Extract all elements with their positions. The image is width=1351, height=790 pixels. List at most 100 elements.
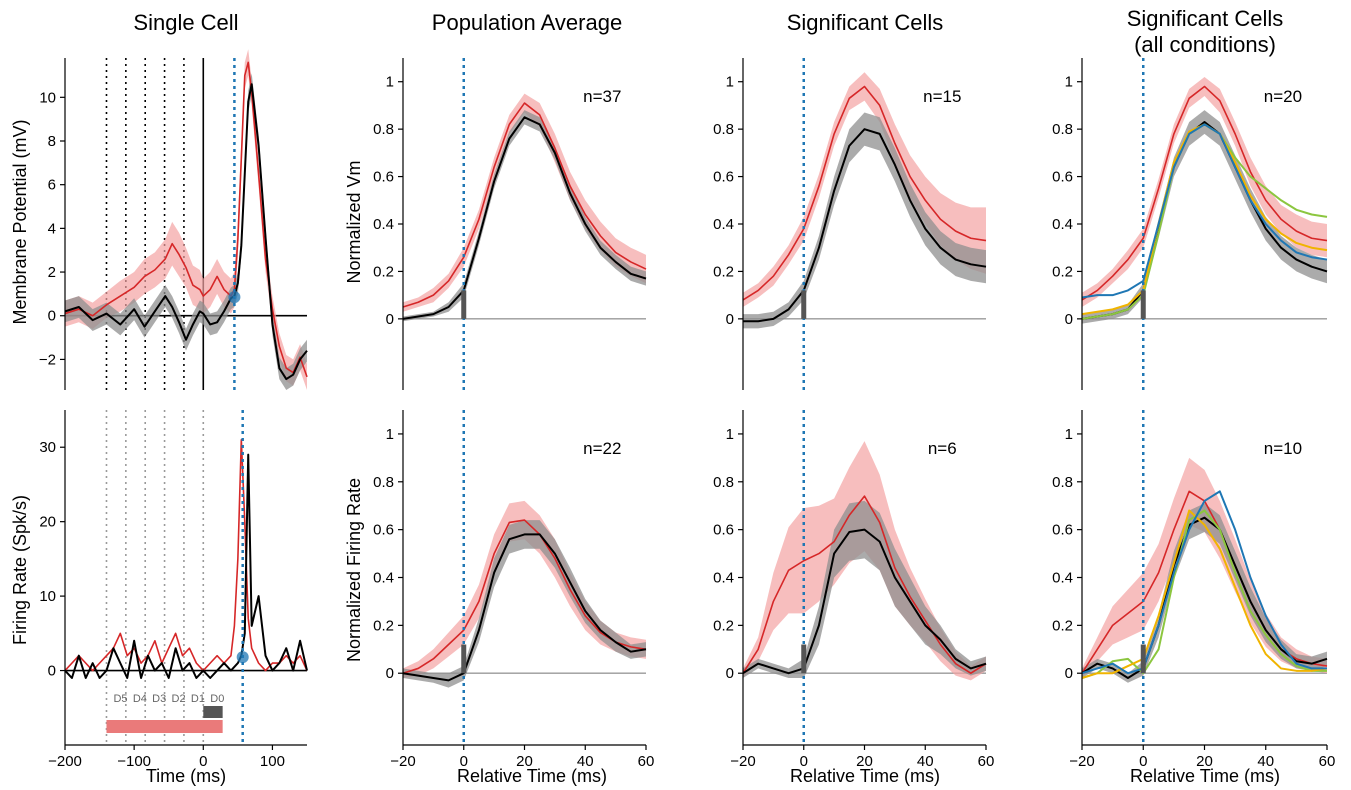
y-tick-label: 0.2 — [1052, 263, 1073, 280]
stimulus-bar-red — [106, 720, 223, 733]
x-tick-label: −100 — [117, 753, 151, 770]
band-black — [65, 73, 307, 390]
series-blue_line — [1081, 123, 1328, 299]
y-tick-label: 0.4 — [713, 570, 734, 587]
series-red — [742, 495, 987, 675]
title-all-conditions: (all conditions) — [1134, 32, 1276, 57]
series-blue_line — [1081, 490, 1327, 675]
y-tick-label: 0.8 — [1052, 121, 1073, 138]
band-red — [403, 93, 646, 312]
n-label: n=6 — [928, 439, 957, 458]
y-tick-label: 0.8 — [713, 121, 734, 138]
delay-label-d0: D0 — [210, 693, 224, 705]
ylabel-membrane: Membrane Potential (mV) — [10, 119, 30, 324]
y-tick-label: 0.8 — [373, 121, 394, 138]
x-tick-label: 0 — [460, 753, 468, 770]
panel-sig_fr: 0 0.2 0.4 0.6 0.8 1 −20 0 20 40 60 n=6 — [713, 410, 994, 770]
stimulus-bar-gray — [203, 706, 223, 718]
y-tick-label: 4 — [48, 220, 56, 237]
series-red — [402, 519, 647, 674]
series-black — [402, 533, 647, 682]
y-tick-label: 1 — [386, 426, 394, 443]
onset-tick — [1140, 290, 1146, 319]
y-tick-label: 0.6 — [1052, 522, 1073, 539]
panel-pop_vm: 0 0.2 0.4 0.6 0.8 1 n=37 — [373, 58, 647, 390]
title-significant-cells: Significant Cells — [787, 10, 944, 35]
band-red — [65, 49, 307, 391]
series-yellow — [1081, 509, 1328, 679]
x-tick-label: −20 — [730, 753, 755, 770]
title-significant-cells-all: Significant Cells — [1127, 6, 1284, 31]
panel-sig_vm: 0 0.2 0.4 0.6 0.8 1 n=15 — [713, 58, 987, 390]
y-tick-label: 0.6 — [373, 522, 394, 539]
x-tick-label: 20 — [516, 753, 533, 770]
xlabel-time: Time (ms) — [146, 766, 226, 786]
delay-label-d3: D3 — [152, 693, 166, 705]
ylabel-norm-fr: Normalized Firing Rate — [344, 478, 364, 662]
series-red — [64, 438, 308, 672]
y-tick-label: 0 — [726, 311, 734, 328]
y-tick-label: 1 — [726, 74, 734, 91]
y-tick-label: 1 — [1065, 74, 1073, 91]
x-tick-label: 20 — [1196, 753, 1213, 770]
series-red — [1081, 85, 1328, 301]
y-tick-label: 1 — [1065, 426, 1073, 443]
y-tick-label: 0.6 — [373, 169, 394, 186]
x-tick-label: −20 — [1069, 753, 1094, 770]
y-tick-label: 0.6 — [713, 522, 734, 539]
y-tick-label: 1 — [386, 74, 394, 91]
y-tick-label: −2 — [39, 351, 56, 368]
y-tick-label: 10 — [39, 89, 56, 106]
y-tick-label: 0 — [386, 665, 394, 682]
y-tick-label: 0.4 — [713, 216, 734, 233]
title-single-cell: Single Cell — [133, 10, 238, 35]
x-tick-label: 20 — [856, 753, 873, 770]
x-tick-label: 40 — [1257, 753, 1274, 770]
series-black — [743, 128, 987, 323]
n-label: n=10 — [1264, 439, 1302, 458]
y-tick-label: 0.6 — [1052, 169, 1073, 186]
y-tick-label: 20 — [39, 514, 56, 531]
y-tick-label: 0 — [1065, 665, 1073, 682]
x-tick-label: 60 — [1319, 753, 1336, 770]
onset-tick — [801, 290, 807, 319]
series-black — [742, 528, 987, 675]
x-tick-label: −20 — [390, 753, 415, 770]
x-tick-label: −200 — [48, 753, 82, 770]
y-tick-label: 0.4 — [373, 570, 394, 587]
y-tick-label: 30 — [39, 439, 56, 456]
onset-marker-dot — [228, 291, 241, 304]
y-tick-label: 0.2 — [713, 617, 734, 634]
series-red — [742, 85, 987, 301]
y-tick-label: 0.6 — [713, 169, 734, 186]
series-black — [64, 83, 308, 381]
delay-label-d5: D5 — [113, 693, 127, 705]
panel-single_fr: 0 10 20 30 −200 −100 0 100 D5 D4 D3 D2 D1 D0 — [39, 410, 308, 770]
onset-tick — [1140, 644, 1146, 674]
y-tick-label: 0.2 — [373, 617, 394, 634]
y-tick-label: 0 — [48, 308, 56, 325]
x-tick-label: 60 — [638, 753, 655, 770]
panel-all_vm: 0 0.2 0.4 0.6 0.8 1 n=20 — [1052, 58, 1328, 390]
y-tick-label: 0 — [386, 311, 394, 328]
n-label: n=37 — [583, 87, 621, 106]
y-tick-label: 0.4 — [1052, 570, 1073, 587]
y-tick-label: 0.2 — [373, 263, 394, 280]
x-tick-label: 40 — [577, 753, 594, 770]
y-tick-label: 10 — [39, 588, 56, 605]
band-black — [743, 500, 986, 678]
x-tick-label: 0 — [1139, 753, 1147, 770]
panel-pop_fr: 0 0.2 0.4 0.6 0.8 1 −20 0 20 40 60 n=22 — [373, 410, 654, 770]
y-tick-label: 1 — [726, 426, 734, 443]
panel-single_vm: −2 0 2 4 6 8 10 — [39, 49, 308, 391]
band-red — [1082, 76, 1327, 307]
onset-tick — [801, 644, 807, 674]
y-tick-label: 0 — [726, 665, 734, 682]
y-tick-label: 0.4 — [373, 216, 394, 233]
y-tick-label: 0.8 — [1052, 474, 1073, 491]
y-tick-label: 0 — [48, 663, 56, 680]
y-tick-label: 2 — [48, 264, 56, 281]
series-green — [1081, 509, 1327, 679]
